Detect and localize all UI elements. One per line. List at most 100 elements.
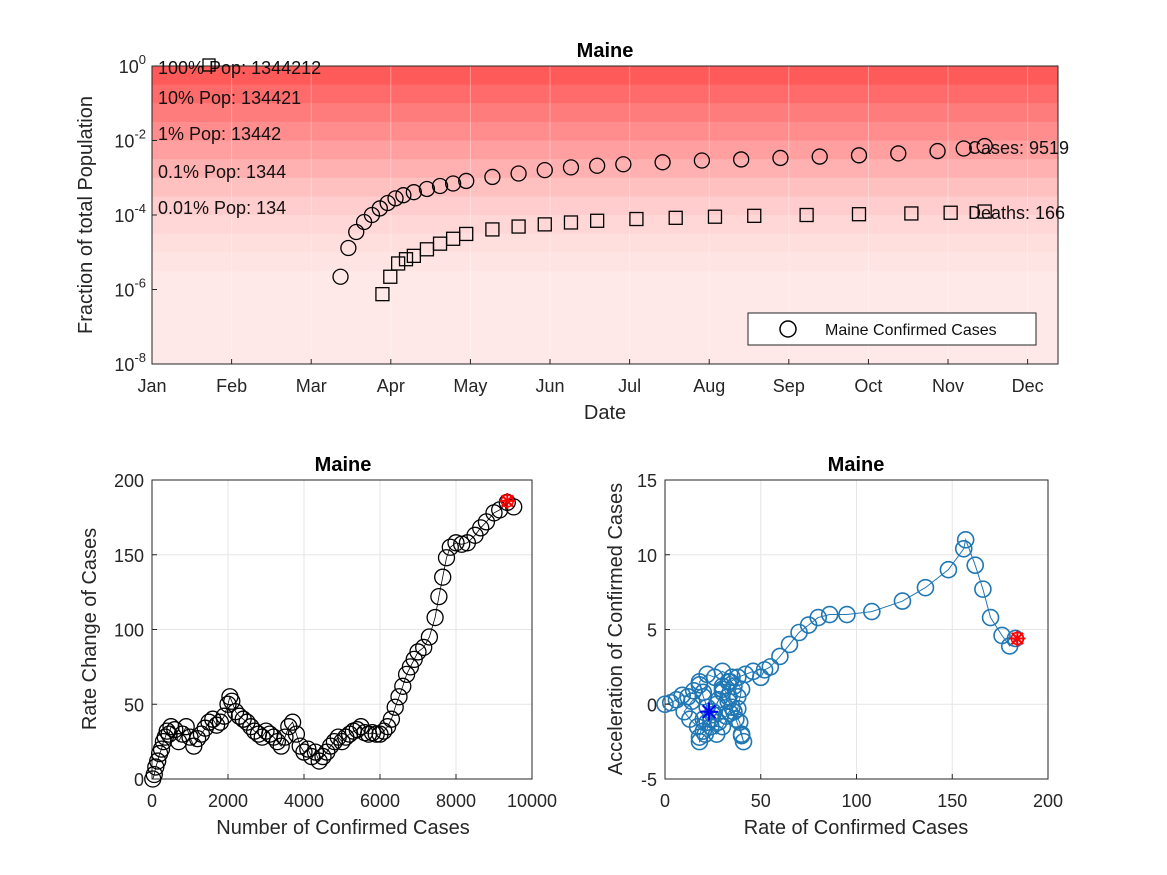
case-point (615, 156, 632, 173)
death-point (747, 208, 762, 223)
population-band (152, 121, 1058, 141)
data-point (893, 592, 912, 610)
bottom-left-x-label: Number of Confirmed Cases (216, 817, 469, 839)
case-point (562, 159, 580, 176)
bottom-right-title: Maine (828, 454, 885, 476)
data-point (215, 707, 233, 725)
band-labels: 100% Pop: 1344212 10% Pop: 134421 1% Pop: … (158, 58, 321, 218)
x-tick-label: 0 (660, 791, 670, 811)
bottom-left-title: Maine (315, 454, 372, 476)
death-point (485, 222, 500, 237)
population-band (152, 159, 1058, 179)
y-tick-label: 0 (134, 770, 144, 790)
data-point (696, 725, 715, 743)
bottom-left-ticks: 0 2000 4000 6000 8000 10000 0 50 100 150 200 (114, 471, 557, 811)
bottom-left-panel: 0 2000 4000 6000 8000 10000 0 50 100 150 200 Maine… (79, 454, 557, 839)
death-point (511, 219, 526, 234)
x-tick-label: 10000 (507, 791, 557, 811)
case-point (955, 140, 972, 157)
data-point (820, 605, 839, 624)
bottom-right-y-label: Acceleration of Confirmed Cases (605, 483, 627, 775)
case-point (890, 145, 907, 162)
data-point (472, 519, 490, 537)
case-point (332, 268, 349, 285)
case-point (395, 187, 412, 204)
data-point (181, 728, 199, 746)
data-point (329, 728, 347, 746)
data-point (434, 568, 452, 586)
data-point (287, 725, 306, 743)
population-band (152, 289, 1058, 309)
case-point (693, 152, 711, 169)
data-point (152, 740, 171, 758)
y-tick-label: -5 (641, 770, 657, 790)
case-point (588, 157, 606, 174)
data-point (956, 530, 975, 549)
data-point (698, 698, 716, 717)
x-tick-label: Nov (932, 376, 964, 396)
case-point (772, 149, 789, 167)
legend: Maine Confirmed Cases (747, 312, 1037, 346)
band-label: 0.01% Pop: 134 (158, 198, 286, 218)
data-point (394, 677, 412, 695)
y-tick-label: 5 (647, 621, 657, 641)
data-point (916, 578, 935, 597)
x-tick-label: Aug (693, 376, 725, 396)
population-band (152, 252, 1058, 272)
y-tick-label: 200 (114, 471, 144, 491)
data-point (761, 658, 780, 676)
case-point (418, 180, 436, 198)
deaths-end-label: Deaths: 166 (968, 203, 1065, 223)
y-tick-label: 10 (637, 546, 657, 566)
case-point (654, 154, 671, 171)
x-tick-label: 150 (937, 791, 967, 811)
data-point (390, 688, 408, 706)
data-point (771, 647, 789, 666)
data-point (276, 728, 294, 746)
data-point (386, 698, 404, 716)
data-point (177, 718, 195, 736)
death-point (202, 58, 216, 72)
bottom-left-series (144, 492, 523, 788)
top-x-label: Date (584, 402, 626, 424)
bottom-left-y-label: Rate Change of Cases (79, 528, 101, 730)
case-point (484, 168, 501, 186)
population-band (152, 84, 1058, 104)
case-point (340, 239, 357, 257)
data-point (272, 737, 290, 755)
x-tick-label: Feb (216, 376, 247, 396)
data-point (325, 732, 344, 751)
death-point (904, 206, 919, 221)
y-tick-label: 100 (114, 621, 144, 641)
case-point (733, 151, 750, 168)
end-point-circle (1010, 631, 1025, 646)
band-label: 10% Pop: 134421 (158, 88, 301, 108)
population-band (152, 345, 1058, 365)
data-point (725, 677, 743, 696)
data-point (426, 608, 444, 627)
case-point (431, 177, 449, 195)
top-panel: 100% Pop: 1344212 10% Pop: 134421 1% Pop: … (75, 40, 1069, 424)
data-point (954, 539, 973, 558)
data-point (728, 668, 747, 687)
data-point (223, 692, 241, 710)
death-point (629, 211, 644, 227)
top-series (202, 58, 993, 302)
data-point (430, 587, 448, 606)
x-tick-label: 6000 (360, 791, 400, 811)
x-tick-label: Jan (137, 376, 166, 396)
population-band (152, 215, 1058, 235)
start-point (700, 702, 719, 721)
y-tick-label: 150 (114, 546, 144, 566)
highlight-point-circle (500, 494, 515, 508)
data-point (725, 702, 743, 721)
case-point (510, 165, 527, 182)
data-point (382, 710, 401, 728)
data-point (863, 602, 881, 621)
y-tick-label: 10-8 (114, 350, 146, 375)
cases-end-label: Cases: 9519 (968, 138, 1069, 158)
x-tick-label: May (453, 376, 487, 396)
x-tick-label: 100 (841, 791, 871, 811)
death-point (589, 213, 605, 228)
